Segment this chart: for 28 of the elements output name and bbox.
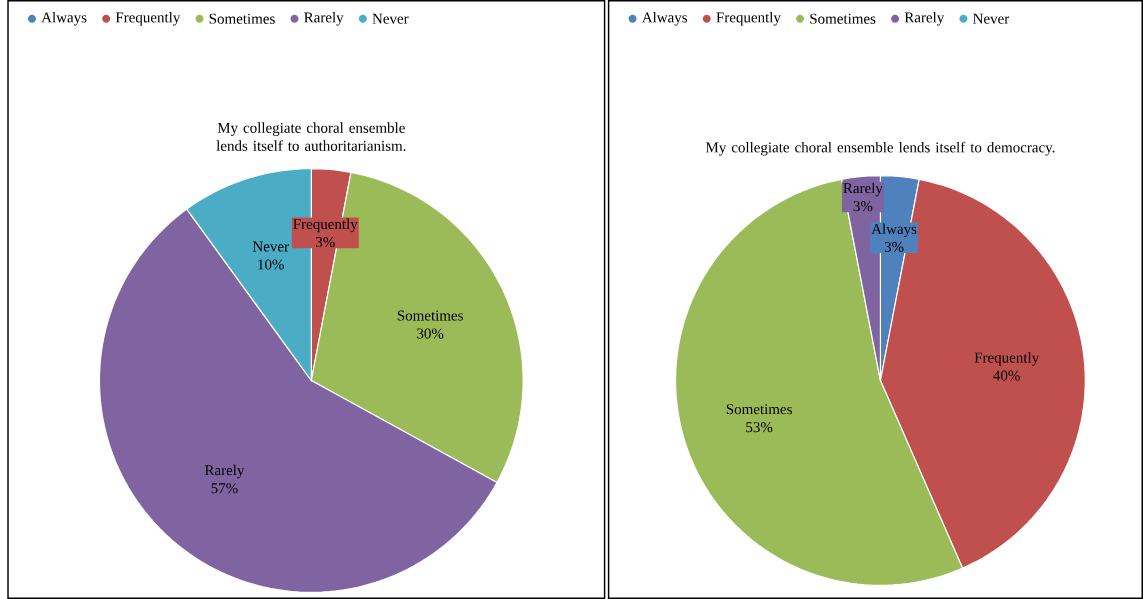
text: My collegiate choral ensemble lends itself to democracy. (705, 141, 1055, 156)
slice-label: Sometimes (397, 310, 463, 321)
data-label: 3% (884, 241, 904, 252)
legend-label: Sometimes (209, 13, 275, 24)
slice-label: Rarely (204, 464, 245, 479)
legend-label: Rarely (304, 11, 344, 26)
slice-label: Frequently (974, 352, 1040, 366)
legend-label: Never (372, 13, 409, 24)
legend-label: Sometimes (810, 13, 876, 24)
data-label: 3% (853, 201, 873, 212)
slice-label: Sometimes (726, 404, 792, 415)
slice-label: Never (252, 241, 289, 252)
legend-label: Always (641, 11, 688, 26)
data-label: 40% (993, 370, 1020, 381)
legend-label: Frequently (716, 11, 781, 26)
slice-label: Rarely (843, 182, 883, 197)
legend-label: Frequently (115, 11, 181, 26)
text: My collegiate choral ensemble lends itself to authoritarianism. (216, 122, 406, 151)
slice-label: Frequently (293, 218, 358, 233)
legend-label: Never (973, 13, 1010, 24)
data-label: 30% (417, 328, 444, 339)
legend-label: Always (41, 11, 87, 26)
legend-label: Rarely (904, 11, 945, 26)
data-label: 3% (315, 236, 335, 248)
slice-label: Always (871, 223, 917, 238)
data-label: 53% (746, 422, 773, 433)
data-label: 10% (258, 259, 284, 270)
data-label: 57% (211, 483, 238, 494)
